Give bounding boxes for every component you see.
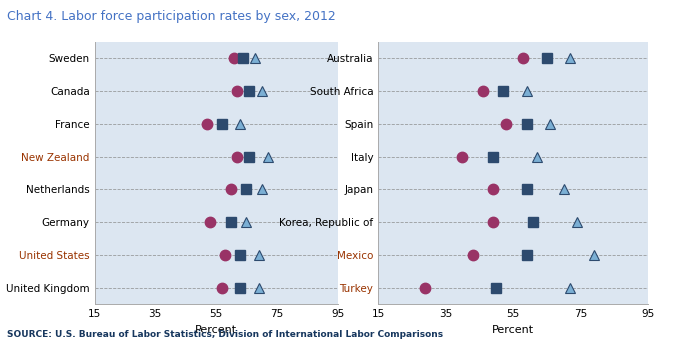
Text: Chart 4. Labor force participation rates by sex, 2012: Chart 4. Labor force participation rates… [7, 10, 335, 24]
X-axis label: Percent: Percent [492, 325, 534, 335]
X-axis label: Percent: Percent [195, 325, 237, 335]
Legend: Women, Total, Men: Women, Total, Men [666, 42, 675, 90]
Text: SOURCE: U.S. Bureau of Labor Statistics, Division of International Labor Compari: SOURCE: U.S. Bureau of Labor Statistics,… [7, 330, 443, 339]
